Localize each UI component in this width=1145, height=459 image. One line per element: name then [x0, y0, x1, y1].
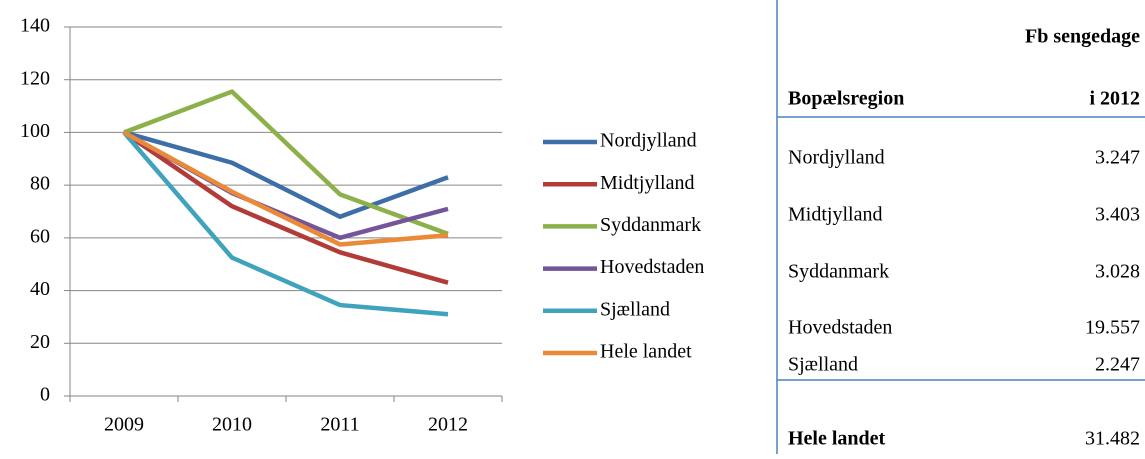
line-series — [122, 130, 449, 317]
y-tick-label: 140 — [20, 15, 50, 37]
y-tick-label: 60 — [30, 225, 50, 247]
legend-label: Syddanmark — [600, 214, 701, 236]
line-series — [122, 130, 449, 247]
table-total-label: Hele landet — [788, 428, 886, 450]
table-cell: Hovedstaden — [788, 317, 892, 339]
table-cell: 3.403 — [1095, 204, 1140, 226]
table-cell: Midtjylland — [788, 204, 882, 226]
legend-label: Hovedstaden — [600, 256, 704, 278]
x-tick-label: 2011 — [320, 414, 359, 436]
table-cell: Syddanmark — [788, 261, 889, 283]
y-tick-label: 0 — [40, 384, 50, 406]
x-tick-label: 2009 — [104, 414, 144, 436]
line-series — [123, 130, 449, 220]
line-series — [122, 130, 449, 285]
x-tick-label: 2010 — [212, 414, 252, 436]
legend-label: Midtjylland — [600, 172, 694, 194]
table-cell: Nordjylland — [788, 147, 885, 169]
y-tick-label: 40 — [30, 278, 50, 300]
table-cell: 3.247 — [1095, 147, 1140, 169]
y-tick-label: 20 — [30, 331, 50, 353]
y-tick-label: 120 — [20, 67, 50, 89]
legend-label: Hele landet — [600, 341, 692, 363]
table-cell: 2.247 — [1095, 354, 1140, 376]
legend-label: Sjælland — [600, 298, 670, 320]
x-tick-label: 2012 — [428, 414, 468, 436]
y-tick-label: 100 — [20, 120, 50, 142]
legend-label: Nordjylland — [600, 130, 697, 152]
table-total-value: 31.482 — [1085, 428, 1140, 450]
line-series — [123, 89, 449, 237]
table-header: Bopælsregion — [788, 88, 904, 110]
table-header: Fb sengedage — [1025, 26, 1140, 48]
table-cell: Sjælland — [788, 354, 858, 376]
table-cell: 19.557 — [1085, 317, 1140, 339]
table-header: i 2012 — [1089, 88, 1140, 110]
y-tick-label: 80 — [30, 173, 50, 195]
table-cell: 3.028 — [1095, 261, 1140, 283]
